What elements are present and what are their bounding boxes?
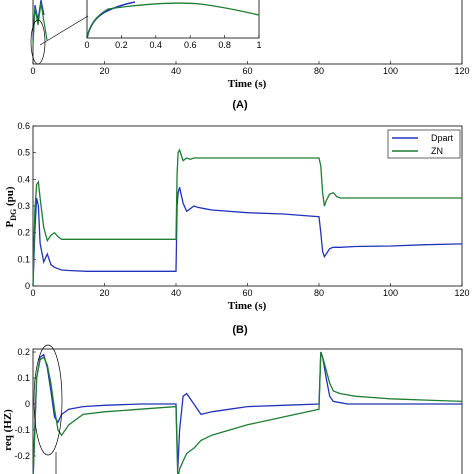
panel-b-xtick-label: 60 xyxy=(242,288,252,298)
inset-ticks: 0 0.2 0.4 0.6 0.8 1 xyxy=(84,35,262,50)
panel-b-ytick-label: 0 xyxy=(25,281,30,291)
panel-b-series-dpart xyxy=(32,187,463,287)
panel-a: 0 0.2 0.4 0.6 0.8 1 0 20 40 60 80 100 120 Time (s) … xyxy=(30,0,470,111)
panel-b-xtick-label: 120 xyxy=(454,288,469,298)
panel-b-xtick-label: 0 xyxy=(30,288,35,298)
panel-c-ytick-label: 0.1 xyxy=(17,373,30,383)
panel-a-highlight-ellipse xyxy=(30,19,46,65)
panel-c-ylabel: req (HZ) xyxy=(2,409,14,451)
panel-b-lines xyxy=(32,148,463,287)
inset-xtick-label: 0.2 xyxy=(115,40,128,50)
panel-a-xtick-label: 100 xyxy=(383,66,398,76)
panel-b-xlabel: Time (s) xyxy=(228,300,267,312)
panel-a-xtick-label: 120 xyxy=(454,66,469,76)
panel-b-ylabel: PDG (pu) xyxy=(4,186,18,227)
panel-b-xtick-label: 100 xyxy=(383,288,398,298)
panel-c-frame xyxy=(32,348,463,474)
inset-xtick-label: 1 xyxy=(256,40,261,50)
panel-a-inset xyxy=(39,0,260,46)
panel-a-xtick-label: 20 xyxy=(99,66,109,76)
panel-b: 0 20 40 60 80 100 120 0 0.1 0.2 0.3 0.4 0.5 0.6 Dpart… xyxy=(4,121,470,336)
ylabel-main: P xyxy=(4,221,16,228)
inset-xtick-label: 0.8 xyxy=(218,40,231,50)
legend-zn-label: ZN xyxy=(431,146,443,156)
panel-c-series-dpart xyxy=(32,351,462,474)
panel-c-series-zn xyxy=(32,351,463,474)
inset-pointer-line xyxy=(39,15,89,46)
panel-b-xtick-label: 40 xyxy=(171,288,181,298)
panel-a-xtick-label: 80 xyxy=(314,66,324,76)
panel-a-x-ticks: 0 20 40 60 80 100 120 xyxy=(30,61,470,76)
panel-b-xtick-label: 80 xyxy=(314,288,324,298)
panel-c-ytick-label: 0 xyxy=(25,399,30,409)
panel-b-ytick-label: 0.3 xyxy=(17,201,30,211)
panel-a-label: (A) xyxy=(232,99,248,111)
ylabel-sub: DG xyxy=(9,209,18,221)
panel-b-legend: Dpart ZN xyxy=(387,129,461,159)
panel-c-highlight-ellipse xyxy=(33,344,63,456)
panel-b-ytick-label: 0.6 xyxy=(17,121,30,131)
panel-b-ytick-label: 0.2 xyxy=(17,228,30,238)
inset-xtick-label: 0 xyxy=(84,40,89,50)
panel-a-xlabel: Time (s) xyxy=(228,78,267,90)
panel-c-ytick-label: 0.2 xyxy=(17,347,30,357)
panel-a-xtick-label: 0 xyxy=(30,66,35,76)
ylabel-unit: (pu) xyxy=(4,186,16,209)
panel-b-label: (B) xyxy=(232,324,248,336)
panel-c-ytick-label: -0.1 xyxy=(14,425,30,435)
panel-b-ytick-label: 0.5 xyxy=(17,148,30,158)
panel-a-xtick-label: 40 xyxy=(171,66,181,76)
inset-xtick-label: 0.6 xyxy=(184,40,197,50)
inset-xtick-label: 0.4 xyxy=(150,40,163,50)
panel-c: 0.2 0.1 0 -0.1 -0.2 req (HZ) xyxy=(2,344,463,474)
panel-b-ytick-label: 0.4 xyxy=(17,174,30,184)
legend-box xyxy=(387,129,461,159)
inset-zn-line xyxy=(86,2,260,39)
inset-frame xyxy=(86,0,260,39)
panel-a-xtick-label: 60 xyxy=(242,66,252,76)
panel-a-zn-line xyxy=(32,2,48,46)
panel-b-series-zn xyxy=(32,148,462,287)
panel-c-ytick-label: -0.2 xyxy=(14,451,30,461)
legend-dpart-label: Dpart xyxy=(431,133,454,143)
panel-b-ytick-label: 0.1 xyxy=(17,254,30,264)
panel-c-lines xyxy=(32,351,463,474)
panel-b-xtick-label: 20 xyxy=(99,288,109,298)
